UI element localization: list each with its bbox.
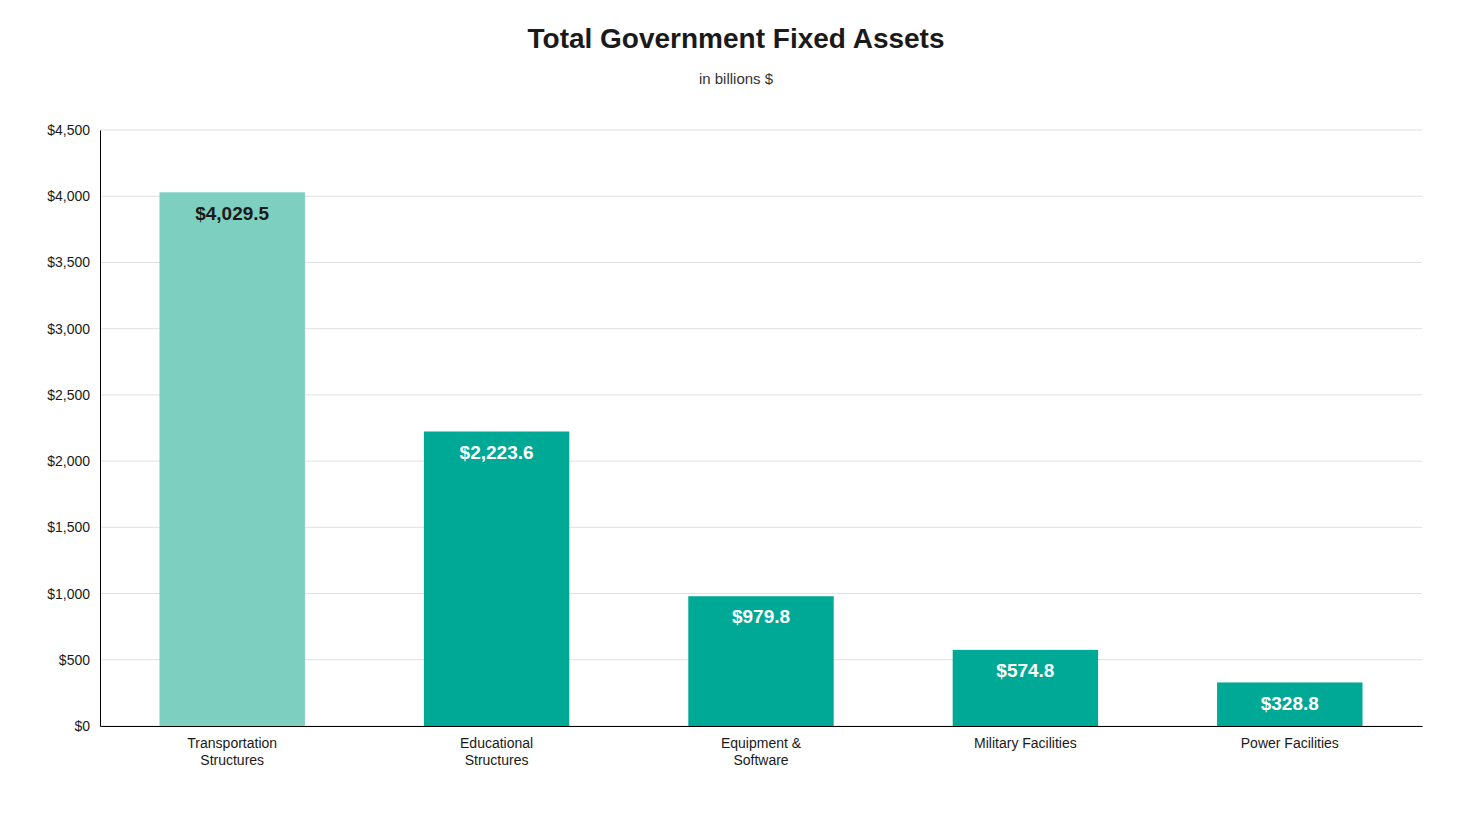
- y-tick-label: $3,500: [47, 254, 90, 270]
- title: Total Government Fixed Assets: [528, 23, 945, 54]
- y-tick: $1,500: [47, 519, 100, 535]
- grid: [100, 130, 1422, 726]
- y-tick: $4,500: [47, 122, 100, 138]
- x-tick-label-line: Equipment &: [721, 735, 802, 751]
- y-tick-label: $1,000: [47, 586, 90, 602]
- x-tick-label-line: Educational: [460, 735, 533, 751]
- y-tick-label: $500: [59, 652, 90, 668]
- x-tick: TransportationStructures: [187, 726, 277, 768]
- x-tick-label-line: Transportation: [187, 735, 277, 751]
- x-tick-label-line: Software: [733, 752, 788, 768]
- x-axis: TransportationStructuresEducationalStruc…: [101, 726, 1423, 768]
- y-tick-label: $2,500: [47, 387, 90, 403]
- y-tick: $2,500: [47, 387, 100, 403]
- bar: [159, 192, 304, 726]
- y-tick: $3,500: [47, 254, 100, 270]
- y-axis-line: [100, 131, 101, 727]
- x-tick-label-line: Military Facilities: [974, 735, 1077, 751]
- x-tick-label: Power Facilities: [1241, 735, 1339, 751]
- y-axis: $0 $500 $1,000 $1,500 $2,000 $2,500 $3,000 $3,5…: [47, 122, 100, 734]
- x-tick-label: EducationalStructures: [460, 735, 533, 768]
- chart: Total Government Fixed Assets in billions…: [0, 0, 1472, 816]
- x-tick: Military Facilities: [974, 726, 1077, 751]
- y-tick: $500: [59, 652, 100, 668]
- y-tick: $0: [74, 718, 100, 734]
- x-tick-label-line: Power Facilities: [1241, 735, 1339, 751]
- y-tick-label: $2,000: [47, 453, 90, 469]
- x-tick: Equipment &Software: [721, 726, 802, 768]
- y-tick: $4,000: [47, 188, 100, 204]
- data-label: $328.8: [1261, 693, 1319, 714]
- y-tick-label: $1,500: [47, 519, 90, 535]
- data-labels: $4,029.5 $2,223.6 $979.8 $574.8 $328.8: [195, 203, 1319, 714]
- y-tick: $2,000: [47, 453, 100, 469]
- data-label: $2,223.6: [460, 442, 534, 463]
- x-tick: Power Facilities: [1241, 726, 1339, 751]
- y-tick-label: $4,000: [47, 188, 90, 204]
- x-tick-label: Equipment &Software: [721, 735, 802, 768]
- x-tick-label: TransportationStructures: [187, 735, 277, 768]
- data-label: $4,029.5: [195, 203, 269, 224]
- y-tick-label: $0: [74, 718, 90, 734]
- plot: $0 $500 $1,000 $1,500 $2,000 $2,500 $3,000 $3,5…: [47, 122, 1422, 768]
- bars: [159, 192, 1362, 726]
- y-tick: $3,000: [47, 321, 100, 337]
- y-tick: $1,000: [47, 586, 100, 602]
- bar: [424, 431, 569, 726]
- y-tick-label: $3,000: [47, 321, 90, 337]
- x-tick-label: Military Facilities: [974, 735, 1077, 751]
- bar: [688, 596, 833, 726]
- x-tick: EducationalStructures: [460, 726, 533, 768]
- y-tick-label: $4,500: [47, 122, 90, 138]
- x-tick-label-line: Structures: [465, 752, 529, 768]
- bar: [953, 650, 1098, 726]
- subtitle: in billions $: [699, 70, 774, 87]
- data-label: $979.8: [732, 606, 790, 627]
- grid-line: [100, 130, 1422, 131]
- data-label: $574.8: [996, 660, 1054, 681]
- x-axis-line: [101, 726, 1423, 727]
- x-tick-label-line: Structures: [200, 752, 264, 768]
- bar: [1217, 682, 1362, 726]
